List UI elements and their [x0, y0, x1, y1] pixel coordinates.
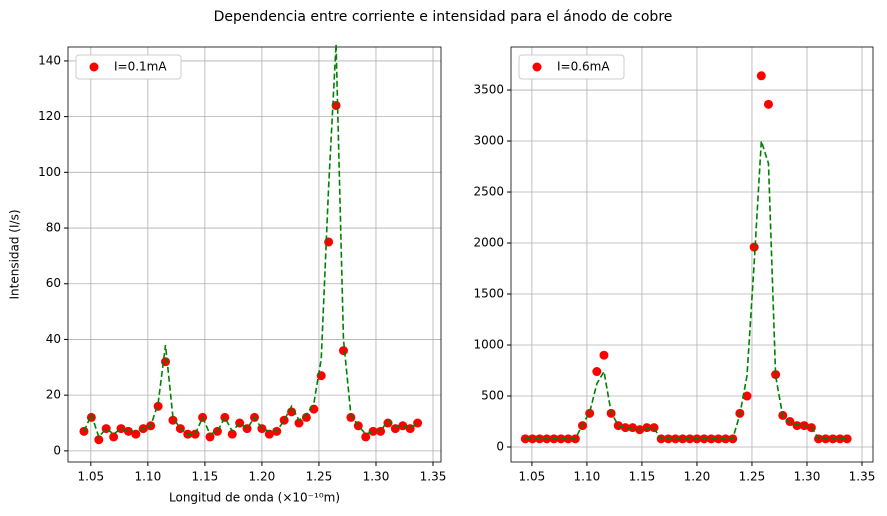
plot-frame: [67, 46, 442, 463]
data-point: [842, 434, 852, 444]
data-point: [94, 435, 104, 445]
y-tick-label: 1000: [473, 338, 504, 352]
data-point: [301, 412, 311, 422]
legend-label: I=0.6mA: [557, 60, 610, 74]
data-point: [212, 426, 222, 436]
y-tick-label: 2000: [473, 236, 504, 250]
data-point: [678, 434, 688, 444]
x-tick-label: 1.30: [794, 470, 821, 484]
data-point: [168, 415, 178, 425]
data-point: [190, 429, 200, 439]
data-point: [109, 432, 119, 442]
legend-marker: [532, 62, 542, 72]
y-tick-label: 3000: [473, 134, 504, 148]
data-point: [563, 434, 573, 444]
x-tick-label: 1.25: [306, 470, 333, 484]
x-tick-label: 1.30: [363, 470, 390, 484]
x-axis-label: Longitud de onda (×10⁻¹⁰m): [169, 491, 340, 505]
data-point: [527, 434, 537, 444]
data-point: [338, 346, 348, 356]
x-tick-label: 1.35: [849, 470, 876, 484]
data-point: [383, 418, 393, 428]
x-tick-label: 1.10: [134, 470, 161, 484]
plot-frame: [510, 46, 874, 463]
x-tick-label: 1.05: [519, 470, 546, 484]
x-tick-label: 1.15: [629, 470, 656, 484]
data-point: [361, 432, 371, 442]
data-point: [835, 434, 845, 444]
y-axis-label: Intensidad (I/s): [8, 209, 22, 299]
data-point: [368, 426, 378, 436]
data-point: [749, 242, 759, 252]
data-point: [123, 426, 133, 436]
y-tick-label: 3500: [473, 83, 504, 97]
y-tick-label: 0: [53, 443, 61, 457]
data-point: [398, 421, 408, 431]
data-point: [649, 423, 659, 433]
legend-marker: [89, 62, 99, 72]
y-tick-label: 1500: [473, 287, 504, 301]
data-point: [620, 423, 630, 433]
data-point: [713, 434, 723, 444]
data-point: [763, 99, 773, 109]
y-tick-label: 0: [496, 440, 504, 454]
y-tick-label: 60: [46, 276, 61, 290]
y-tick-label: 500: [481, 389, 504, 403]
data-point: [592, 367, 602, 377]
fit-line: [83, 44, 419, 439]
x-tick-label: 1.20: [684, 470, 711, 484]
data-point: [294, 418, 304, 428]
data-point: [599, 350, 609, 360]
y-tick-label: 2500: [473, 185, 504, 199]
data-point: [742, 391, 752, 401]
x-tick-label: 1.20: [249, 470, 276, 484]
legend-box: [518, 54, 625, 80]
data-point: [628, 423, 638, 433]
y-tick-label: 140: [38, 53, 61, 67]
fit-line: [525, 140, 848, 440]
data-point: [264, 429, 274, 439]
data-point: [257, 424, 267, 434]
data-point: [220, 412, 230, 422]
data-point: [346, 412, 356, 422]
data-point: [227, 429, 237, 439]
data-point: [771, 370, 781, 380]
data-point: [556, 434, 566, 444]
x-tick-label: 1.25: [739, 470, 766, 484]
y-tick-label: 120: [38, 109, 61, 123]
y-tick-label: 40: [46, 332, 61, 346]
data-point: [756, 71, 766, 81]
legend-label: I=0.1mA: [114, 60, 167, 74]
y-tick-label: 20: [46, 388, 61, 402]
x-tick-label: 1.35: [420, 470, 447, 484]
figure-title: Dependencia entre corriente e intensidad…: [214, 9, 673, 25]
y-tick-label: 100: [38, 165, 61, 179]
x-tick-label: 1.10: [574, 470, 601, 484]
data-point: [205, 432, 215, 442]
data-point: [279, 415, 289, 425]
y-tick-label: 80: [46, 221, 61, 235]
data-point: [642, 423, 652, 433]
legend-box: [75, 54, 182, 80]
x-tick-label: 1.15: [192, 470, 219, 484]
x-tick-label: 1.05: [77, 470, 104, 484]
